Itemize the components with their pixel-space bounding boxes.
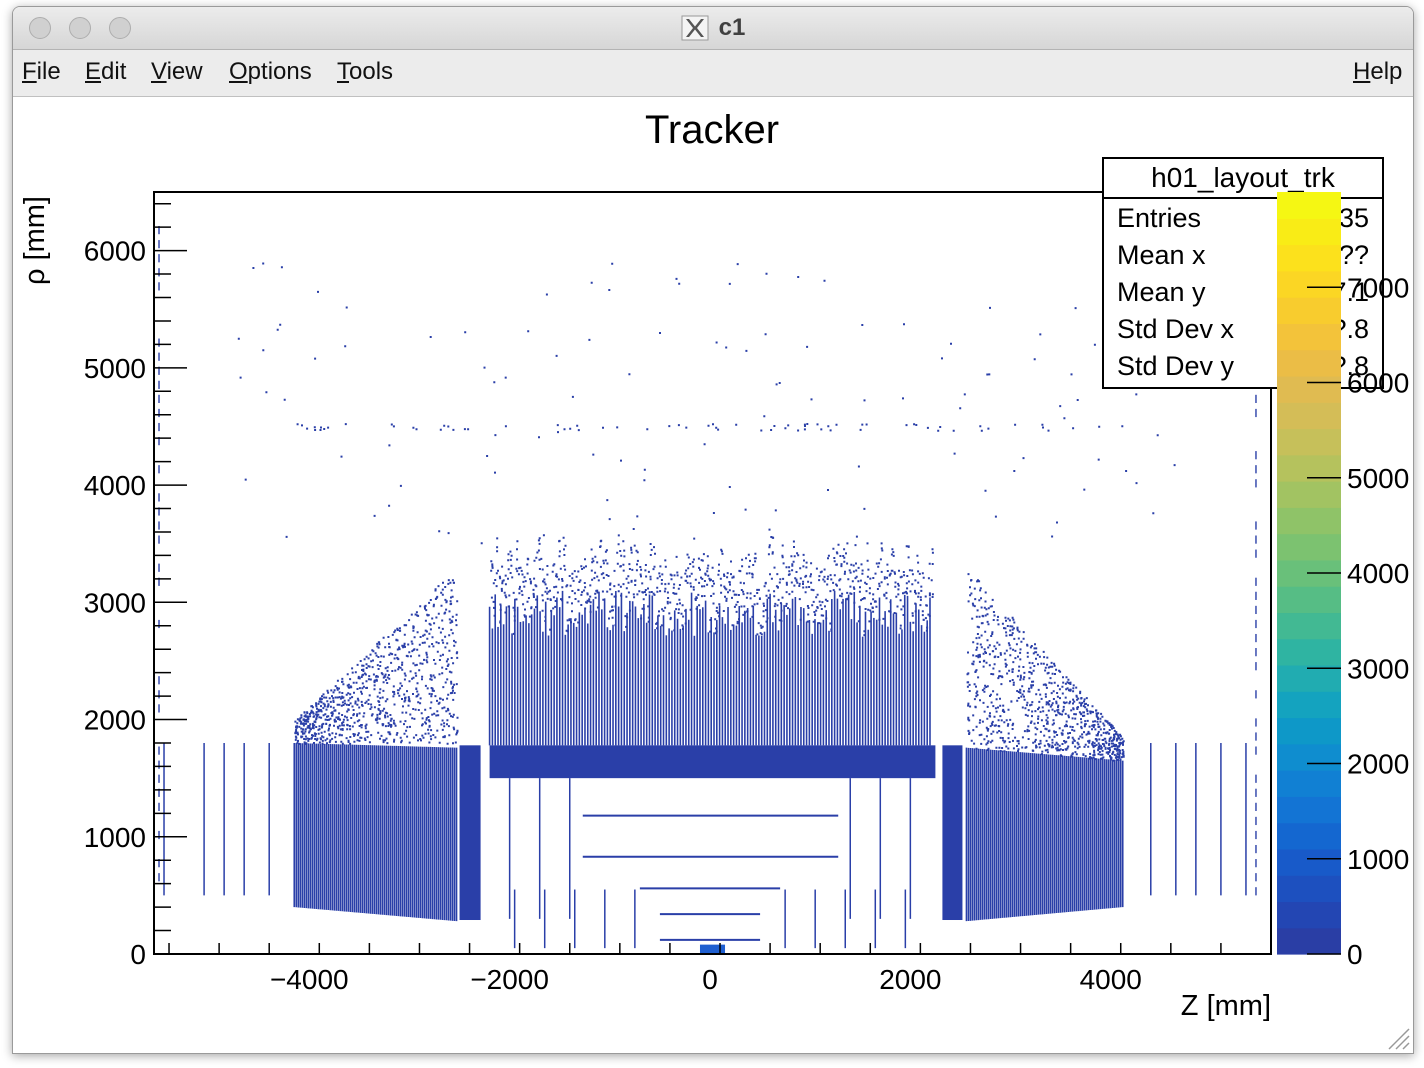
plot-frame [153,191,1272,955]
palette-segment [1277,901,1341,929]
barrel-band [489,745,936,779]
palette-segment [1277,822,1341,850]
close-button[interactable] [29,17,51,39]
palette-segment [1277,481,1341,508]
palette-segment [1277,770,1341,797]
y-tick-label: 1000 [84,822,146,853]
stats-label: Std Dev x [1117,314,1235,344]
stats-histogram-name: h01_layout_trk [1151,162,1336,193]
palette-segment [1277,244,1341,272]
x-axis: −4000 −2000 0 2000 4000 [168,943,1222,995]
palette-segment [1277,796,1341,824]
x11-icon [681,15,709,41]
stats-label: Mean y [1117,277,1206,307]
palette-segment [1277,533,1341,561]
palette-segment [1277,402,1341,430]
stats-label: Mean x [1117,240,1206,270]
menu-view[interactable]: View [151,58,203,85]
x-tick-label: −2000 [470,964,549,995]
palette-tick-label: 3000 [1347,653,1409,684]
window-title: c1 [718,14,746,41]
y-tick-label: 3000 [84,587,146,618]
palette-segment [1277,664,1341,692]
x-tick-label: 4000 [1080,964,1142,995]
palette-tick-label: 2000 [1347,749,1409,780]
forward-disk-left [459,745,481,921]
canvas-area[interactable]: −4000 −2000 0 2000 4000 0 1000 2000 3000 4000 500… [13,97,1413,1053]
histogram-plot[interactable]: −4000 −2000 0 2000 4000 0 1000 2000 3000 4000 500… [13,97,1413,1053]
palette-segment [1277,927,1341,955]
title-bar[interactable]: c1 [13,7,1413,50]
menu-edit[interactable]: Edit [85,58,127,85]
palette-segment [1277,717,1341,745]
stats-label: Std Dev y [1117,351,1235,381]
zoom-button[interactable] [109,17,131,39]
forward-disk-right [942,745,963,921]
palette-segment [1277,375,1341,403]
menu-bar: File Edit View Options Tools Help [13,50,1413,97]
palette-segment [1277,743,1341,771]
palette-tick-label: 0 [1347,939,1363,970]
palette-segment [1277,586,1341,614]
menu-options[interactable]: Options [229,58,312,85]
y-tick-label: 5000 [84,353,146,384]
palette-tick-label: 1000 [1347,844,1409,875]
palette-segment [1277,323,1341,351]
menu-help[interactable]: Help [1353,58,1403,85]
palette-segment [1277,218,1341,246]
palette-segment [1277,297,1341,324]
x-tick-label: 0 [702,964,718,995]
palette-segment [1277,192,1341,219]
y-tick-label: 2000 [84,705,146,736]
palette-segment [1277,691,1341,719]
palette-segment [1277,848,1341,876]
minimize-button[interactable] [69,17,91,39]
scatter-hits [237,262,1176,762]
root-canvas-window: c1 File Edit View Options Tools Help −40… [12,6,1414,1054]
palette-tick-label: 4000 [1347,558,1409,589]
resize-grip-icon[interactable] [1385,1025,1411,1051]
palette-tick-label: 6000 [1347,368,1409,399]
palette-segment [1277,349,1341,377]
palette-segment [1277,428,1341,456]
stats-label: Entries [1117,203,1201,233]
y-axis-label: ρ [mm] [19,196,51,285]
x-axis-label: Z [mm] [1181,990,1271,1022]
palette-segment [1277,875,1341,903]
y-tick-label: 0 [130,939,146,970]
core-hotspot [699,944,726,954]
palette-segment [1277,507,1341,535]
palette-segment [1277,270,1341,298]
menu-tools[interactable]: Tools [337,58,394,85]
y-tick-label: 6000 [84,236,146,267]
x-tick-label: 2000 [879,964,941,995]
chart-title: Tracker [645,108,779,152]
histogram-bins [158,211,1257,954]
color-palette-axis[interactable]: 0 1000 2000 3000 4000 5000 6000 7000 [1277,192,1409,970]
y-axis: 0 1000 2000 3000 4000 5000 6000 [84,202,187,970]
y-tick-label: 4000 [84,470,146,501]
palette-tick-label: 5000 [1347,463,1409,494]
palette-segment [1277,638,1341,666]
x-tick-label: −4000 [270,964,349,995]
palette-segment [1277,612,1341,640]
menu-file[interactable]: File [22,58,61,85]
stats-value: ?? [1339,240,1369,270]
palette-tick-label: 7000 [1347,272,1409,303]
